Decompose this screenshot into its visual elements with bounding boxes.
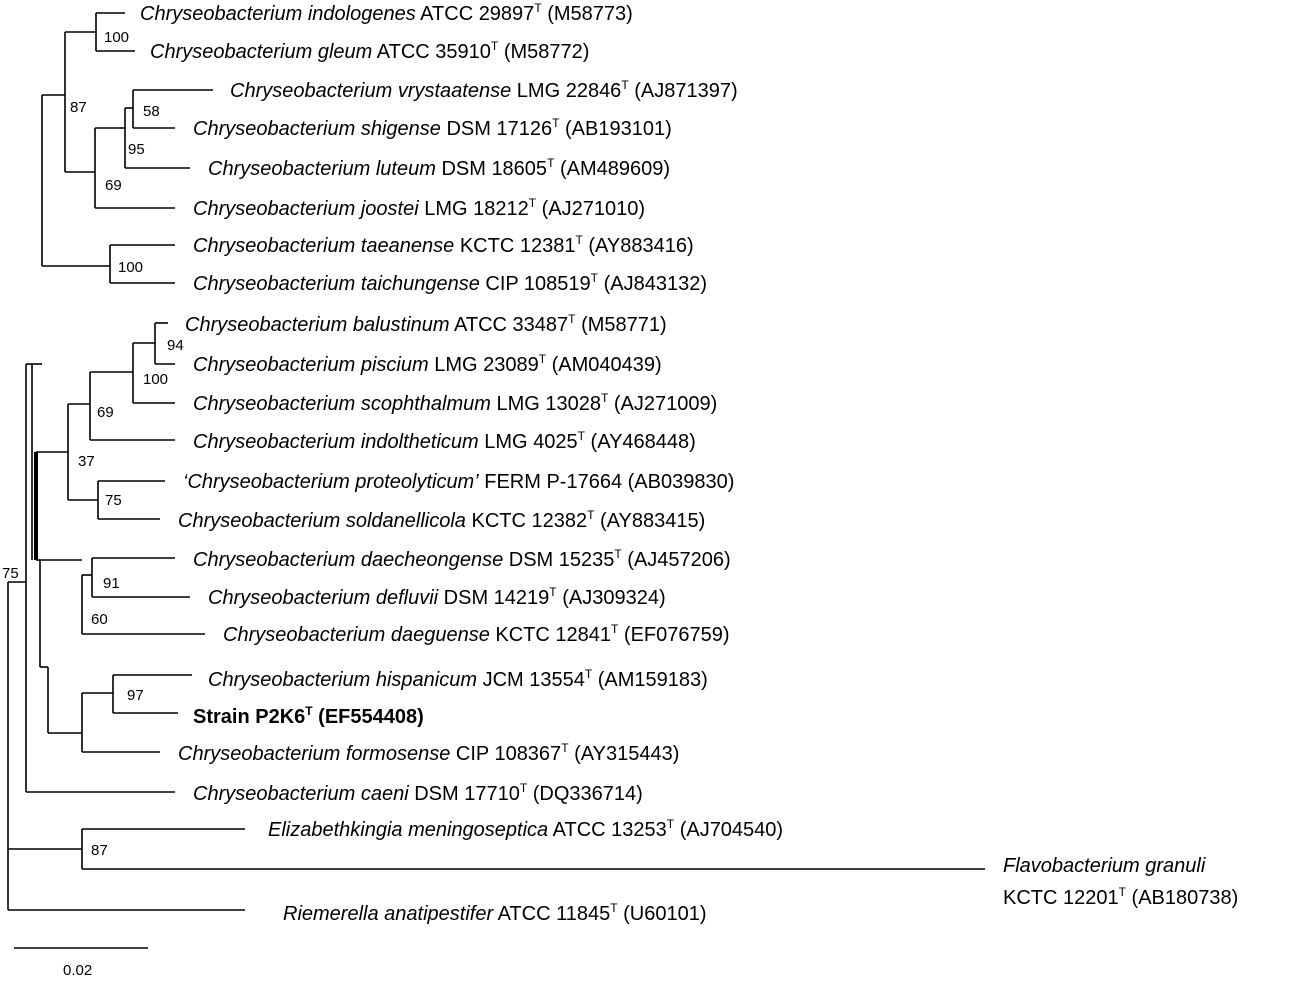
bootstrap-label: 69 [105,177,122,194]
bootstrap-label: 60 [91,611,108,628]
bootstrap-label: 69 [97,404,114,421]
bootstrap-label: 97 [127,687,144,704]
taxon-label-piscium: Chryseobacterium piscium LMG 23089T (AM0… [193,352,662,376]
bootstrap-label: 91 [103,575,120,592]
bootstrap-label: 100 [104,29,129,46]
taxon-label-strain-p2k6: Strain P2K6T (EF554408) [193,704,424,728]
taxon-label-hispanicum: Chryseobacterium hispanicum JCM 13554T (… [208,667,708,691]
taxon-label-flavobacterium: Flavobacterium granuli [1003,855,1206,877]
taxon-label-daecheongense: Chryseobacterium daecheongense DSM 15235… [193,547,731,571]
bootstrap-label: 100 [143,371,168,388]
tree-branches [7,12,985,911]
taxon-labels: Chryseobacterium indologenes ATCC 29897T… [140,1,1238,925]
taxon-label-indoltheticum: Chryseobacterium indoltheticum LMG 4025T… [193,429,696,453]
taxon-label-balustinum: Chryseobacterium balustinum ATCC 33487T … [185,312,667,336]
bootstrap-label: 94 [167,337,184,354]
scale-bar: 0.02 [14,947,148,979]
bootstrap-label: 87 [91,842,108,859]
taxon-label-elizabethkingia: Elizabethkingia meningoseptica ATCC 1325… [268,817,783,841]
bootstrap-label: 75 [2,565,19,582]
taxon-label-scophthalmum: Chryseobacterium scophthalmum LMG 13028T… [193,391,717,415]
scale-bar-label: 0.02 [63,962,92,979]
taxon-label-defluvii: Chryseobacterium defluvii DSM 14219T (AJ… [208,585,666,609]
taxon-label-caeni: Chryseobacterium caeni DSM 17710T (DQ336… [193,781,643,805]
taxon-label-gleum: Chryseobacterium gleum ATCC 35910T (M587… [150,39,589,63]
taxon-label-indologenes: Chryseobacterium indologenes ATCC 29897T… [140,1,633,25]
taxon-label-daeguense: Chryseobacterium daeguense KCTC 12841T (… [223,622,730,646]
bootstrap-label: 75 [105,492,122,509]
taxon-label-joostei: Chryseobacterium joostei LMG 18212T (AJ2… [193,196,645,220]
taxon-label-formosense: Chryseobacterium formosense CIP 108367T … [178,741,679,765]
bootstrap-label: 95 [128,141,145,158]
taxon-label-shigense: Chryseobacterium shigense DSM 17126T (AB… [193,116,672,140]
taxon-label-luteum: Chryseobacterium luteum DSM 18605T (AM48… [208,156,670,180]
taxon-label-riemerella: Riemerella anatipestifer ATCC 11845T (U6… [283,901,707,925]
taxon-label-taichungense: Chryseobacterium taichungense CIP 108519… [193,271,707,295]
bootstrap-label: 58 [143,103,160,120]
bootstrap-values: 100 87 58 95 69 100 94 100 69 37 75 91 6… [2,29,184,859]
bootstrap-label: 37 [78,453,95,470]
taxon-label-vrystaatense: Chryseobacterium vrystaatense LMG 22846T… [230,78,738,102]
taxon-label-taeanense: Chryseobacterium taeanense KCTC 12381T (… [193,233,694,257]
bootstrap-label: 100 [118,259,143,276]
taxon-label-proteolyticum: ‘Chryseobacterium proteolyticum’ FERM P-… [183,471,734,493]
bootstrap-label: 87 [70,99,87,116]
taxon-label-soldanellicola: Chryseobacterium soldanellicola KCTC 123… [178,508,705,532]
taxon-label-flavobacterium-strain: KCTC 12201T (AB180738) [1003,885,1238,909]
